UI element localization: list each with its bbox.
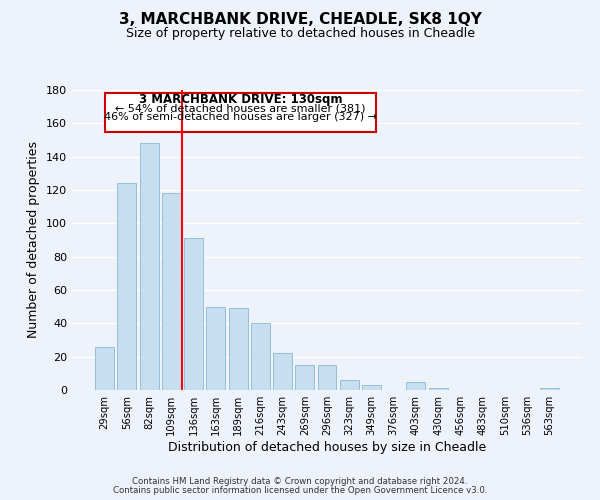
Bar [362,385,381,390]
Bar [184,238,203,390]
Bar [140,144,158,390]
Bar [118,184,136,390]
Bar [295,365,314,390]
X-axis label: Distribution of detached houses by size in Cheadle: Distribution of detached houses by size … [168,441,486,454]
Text: Contains public sector information licensed under the Open Government Licence v3: Contains public sector information licen… [113,486,487,495]
Bar [406,382,425,390]
Bar [540,388,559,390]
FancyBboxPatch shape [104,94,376,132]
Y-axis label: Number of detached properties: Number of detached properties [28,142,40,338]
Bar [206,306,225,390]
Bar [429,388,448,390]
Text: Size of property relative to detached houses in Cheadle: Size of property relative to detached ho… [125,28,475,40]
Bar [229,308,248,390]
Bar [251,324,270,390]
Bar [273,354,292,390]
Text: 3 MARCHBANK DRIVE: 130sqm: 3 MARCHBANK DRIVE: 130sqm [139,94,342,106]
Bar [162,194,181,390]
Text: ← 54% of detached houses are smaller (381): ← 54% of detached houses are smaller (38… [115,104,365,114]
Text: 3, MARCHBANK DRIVE, CHEADLE, SK8 1QY: 3, MARCHBANK DRIVE, CHEADLE, SK8 1QY [119,12,481,28]
Text: Contains HM Land Registry data © Crown copyright and database right 2024.: Contains HM Land Registry data © Crown c… [132,477,468,486]
Bar [317,365,337,390]
Bar [95,346,114,390]
Bar [340,380,359,390]
Text: 46% of semi-detached houses are larger (327) →: 46% of semi-detached houses are larger (… [104,112,377,122]
